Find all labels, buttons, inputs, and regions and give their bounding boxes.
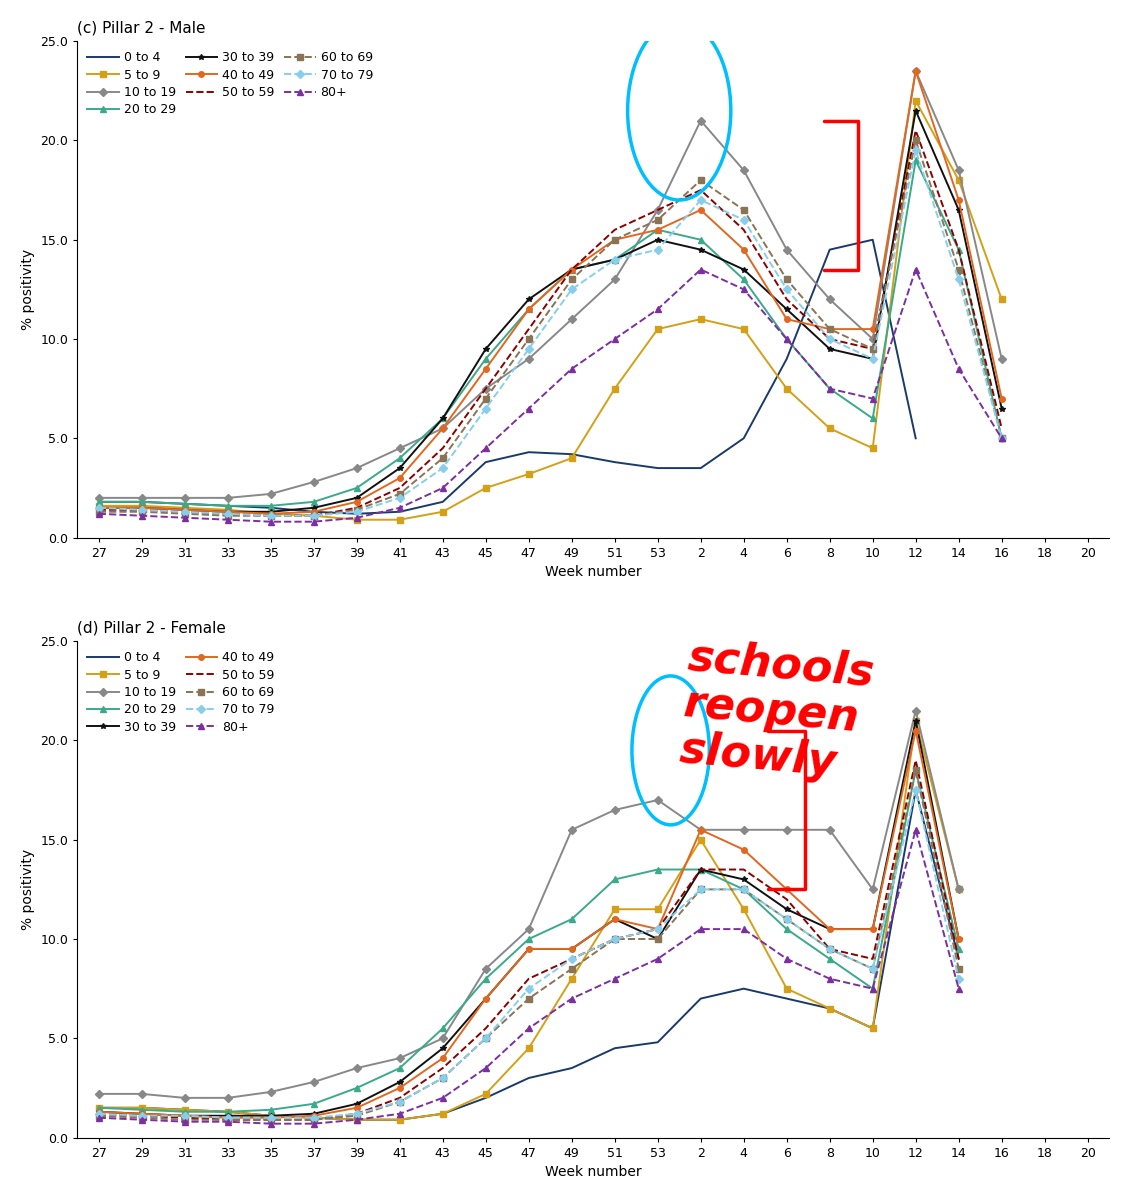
X-axis label: Week number: Week number <box>545 565 642 580</box>
Legend: 0 to 4, 5 to 9, 10 to 19, 20 to 29, 30 to 39, 40 to 49, 50 to 59, 60 to 69, 70 t: 0 to 4, 5 to 9, 10 to 19, 20 to 29, 30 t… <box>84 648 278 738</box>
X-axis label: Week number: Week number <box>545 1165 642 1180</box>
Y-axis label: % positivity: % positivity <box>20 248 35 330</box>
Text: (c) Pillar 2 - Male: (c) Pillar 2 - Male <box>77 20 206 36</box>
Legend: 0 to 4, 5 to 9, 10 to 19, 20 to 29, 30 to 39, 40 to 49, 50 to 59, 60 to 69, 70 t: 0 to 4, 5 to 9, 10 to 19, 20 to 29, 30 t… <box>84 48 376 120</box>
Text: (d) Pillar 2 - Female: (d) Pillar 2 - Female <box>77 620 226 636</box>
Text: schools
reopen
slowly: schools reopen slowly <box>678 636 877 787</box>
Y-axis label: % positivity: % positivity <box>20 848 35 930</box>
